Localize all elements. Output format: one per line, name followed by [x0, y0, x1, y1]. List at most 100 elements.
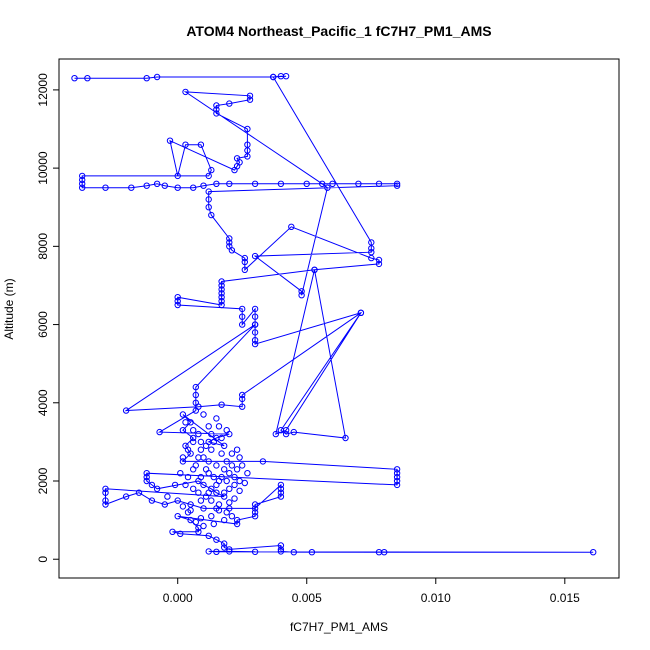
data-point: [184, 446, 192, 453]
data-point: [282, 427, 290, 434]
data-point: [368, 239, 375, 246]
data-point: [169, 528, 176, 535]
data-point: [215, 507, 223, 514]
data-point: [213, 415, 220, 422]
data-point: [195, 528, 202, 535]
data-point: [308, 549, 316, 556]
data-point: [213, 536, 220, 543]
data-point: [161, 501, 169, 508]
data-point: [223, 458, 230, 465]
data-point: [213, 548, 220, 555]
data-point: [218, 282, 225, 289]
data-point: [122, 493, 130, 500]
data-point: [393, 466, 401, 473]
data-point: [375, 260, 383, 268]
data-point: [239, 321, 246, 328]
data-point: [270, 73, 277, 81]
data-point: [233, 466, 241, 473]
data-point: [357, 309, 365, 316]
data-point: [233, 516, 241, 524]
data-point: [239, 305, 246, 313]
data-point: [84, 75, 91, 82]
data-point: [122, 407, 130, 414]
data-point: [190, 438, 197, 446]
data-point: [244, 153, 251, 160]
data-point: [233, 520, 241, 528]
data-point: [329, 180, 336, 188]
data-point: [251, 313, 259, 320]
data-point: [197, 497, 205, 504]
data-series: [164, 411, 251, 530]
data-point: [368, 249, 375, 256]
data-point: [226, 100, 233, 107]
data-point: [251, 337, 259, 344]
data-point: [251, 505, 259, 512]
data-point: [311, 266, 318, 273]
data-point: [210, 473, 218, 481]
data-point: [179, 427, 187, 434]
x-axis-label: fC7H7_PM1_AMS: [290, 620, 388, 634]
data-point: [192, 383, 200, 391]
data-point: [143, 477, 150, 485]
data-point: [277, 180, 285, 188]
data-point: [182, 481, 189, 489]
data-point: [277, 546, 285, 553]
data-point: [174, 172, 181, 180]
data-point: [174, 294, 181, 301]
data-point: [226, 470, 233, 477]
data-point: [218, 294, 225, 301]
data-point: [228, 513, 236, 520]
data-point: [236, 487, 243, 494]
data-point: [228, 450, 236, 457]
data-point: [298, 288, 305, 295]
data-point: [102, 501, 109, 508]
data-point: [205, 532, 212, 539]
data-point: [251, 329, 259, 336]
data-point: [251, 252, 259, 260]
data-point: [205, 489, 212, 496]
data-point: [205, 188, 212, 195]
data-point: [277, 485, 285, 492]
data-point: [226, 546, 233, 553]
data-point: [202, 493, 210, 500]
data-point: [218, 290, 225, 297]
data-point: [251, 180, 259, 188]
data-point: [197, 438, 205, 446]
data-point: [174, 184, 181, 191]
data-point: [298, 292, 305, 299]
data-point: [79, 176, 86, 184]
data-point: [231, 473, 238, 481]
data-point: [192, 518, 200, 526]
data-point: [277, 548, 285, 555]
data-point: [205, 196, 212, 203]
data-point: [223, 509, 230, 516]
data-point: [246, 92, 254, 100]
data-point: [205, 470, 212, 477]
data-point: [205, 204, 212, 211]
data-point: [223, 427, 230, 434]
data-point: [244, 125, 251, 133]
y-tick-label: 2000: [36, 467, 50, 494]
y-tick-label: 6000: [36, 311, 50, 338]
data-point: [393, 477, 401, 485]
data-point: [213, 106, 220, 113]
data-point: [208, 430, 215, 438]
data-point: [177, 470, 184, 477]
data-point: [210, 520, 218, 528]
data-point: [239, 462, 246, 469]
data-point: [182, 419, 189, 426]
data-point: [179, 454, 187, 461]
data-series: [71, 73, 597, 556]
data-point: [208, 497, 215, 504]
data-point: [215, 423, 223, 430]
chart-title: ATOM4 Northeast_Pacific_1 fC7H7_PM1_AMS: [186, 23, 491, 39]
data-point: [179, 503, 187, 510]
data-point: [148, 497, 156, 504]
data-point: [213, 110, 220, 117]
y-tick-label: 10000: [36, 151, 50, 185]
data-point: [303, 180, 310, 188]
data-point: [102, 497, 109, 504]
data-point: [153, 485, 161, 492]
y-tick-label: 8000: [36, 233, 50, 260]
data-point: [231, 495, 238, 502]
